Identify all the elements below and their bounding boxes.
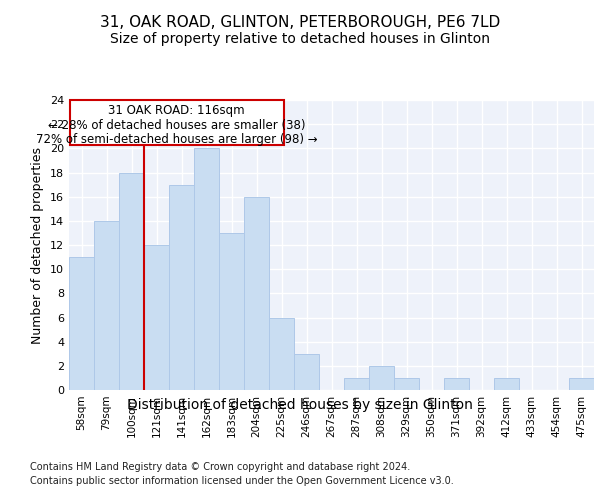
Text: 31 OAK ROAD: 116sqm: 31 OAK ROAD: 116sqm bbox=[109, 104, 245, 117]
Bar bbox=[444, 378, 469, 390]
Bar bbox=[569, 378, 594, 390]
Text: Distribution of detached houses by size in Glinton: Distribution of detached houses by size … bbox=[127, 398, 473, 411]
Bar bbox=[244, 196, 269, 390]
Y-axis label: Number of detached properties: Number of detached properties bbox=[31, 146, 44, 344]
Bar bbox=[144, 245, 169, 390]
Bar bbox=[494, 378, 519, 390]
Bar bbox=[94, 221, 119, 390]
Text: Contains HM Land Registry data © Crown copyright and database right 2024.: Contains HM Land Registry data © Crown c… bbox=[30, 462, 410, 472]
Text: ← 28% of detached houses are smaller (38): ← 28% of detached houses are smaller (38… bbox=[48, 118, 305, 132]
FancyBboxPatch shape bbox=[70, 100, 284, 144]
Bar bbox=[194, 148, 219, 390]
Bar bbox=[219, 233, 244, 390]
Bar bbox=[369, 366, 394, 390]
Bar bbox=[269, 318, 294, 390]
Text: Size of property relative to detached houses in Glinton: Size of property relative to detached ho… bbox=[110, 32, 490, 46]
Bar bbox=[119, 172, 144, 390]
Bar bbox=[169, 184, 194, 390]
Bar bbox=[69, 257, 94, 390]
Text: Contains public sector information licensed under the Open Government Licence v3: Contains public sector information licen… bbox=[30, 476, 454, 486]
Text: 31, OAK ROAD, GLINTON, PETERBOROUGH, PE6 7LD: 31, OAK ROAD, GLINTON, PETERBOROUGH, PE6… bbox=[100, 15, 500, 30]
Bar bbox=[294, 354, 319, 390]
Bar bbox=[344, 378, 369, 390]
Bar bbox=[394, 378, 419, 390]
Text: 72% of semi-detached houses are larger (98) →: 72% of semi-detached houses are larger (… bbox=[36, 134, 317, 146]
